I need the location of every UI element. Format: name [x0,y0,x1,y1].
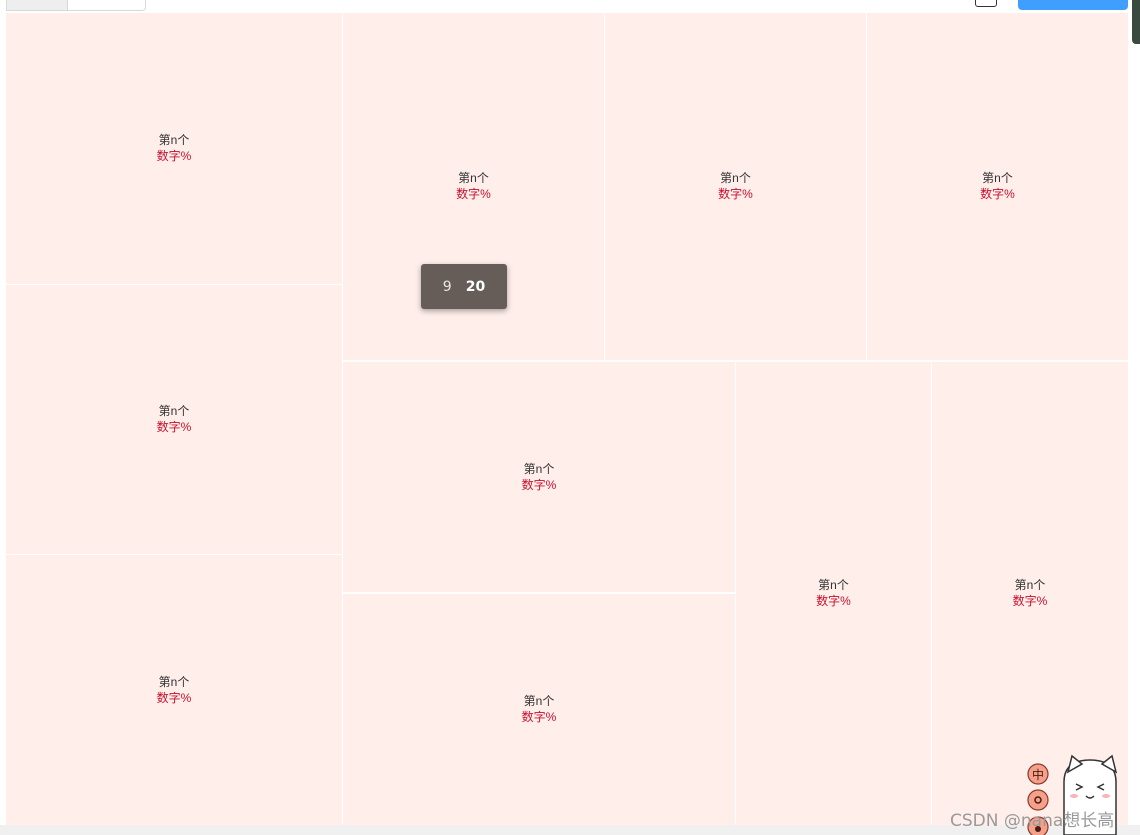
tile-value: 数字% [980,187,1015,201]
treemap-tile[interactable]: 第n个 数字% [867,13,1128,360]
top-toolbar [0,0,1140,12]
tile-value: 数字% [1012,594,1048,608]
segment-button-right[interactable] [67,0,146,11]
tile-value: 数字% [456,187,491,201]
cat-mascot-icon: 中 [1027,754,1118,835]
treemap-tile[interactable]: 第n个 数字% [6,285,342,554]
treemap-tile[interactable]: 第n个 数字% [736,362,931,825]
tile-name: 第n个 [720,171,751,185]
tile-value: 数字% [718,187,753,201]
tile-value: 数字% [156,149,192,163]
tile-name: 第n个 [523,694,555,708]
treemap-tile[interactable]: 第n个 数字% [343,594,735,825]
tile-name: 第n个 [818,578,849,592]
treemap-tile[interactable]: 第n个 数字% [6,555,342,825]
tile-name: 第n个 [1014,578,1046,592]
tile-value: 数字% [156,690,192,705]
tile-value: 数字% [156,420,192,434]
tile-name: 第n个 [458,171,489,185]
toolbar-checkbox[interactable] [975,0,997,7]
paw-icon[interactable] [1027,816,1049,835]
chinese-input-icon[interactable]: 中 [1027,763,1049,785]
treemap-tile[interactable]: 第n个 数字% [932,362,1128,825]
tile-value: 数字% [521,477,557,492]
segment-button-left[interactable] [6,0,68,11]
treemap-tile[interactable]: 第n个 数字% [605,13,866,360]
treemap-tooltip: 9 20 [421,264,507,309]
tile-value: 数字% [816,594,851,608]
treemap-tile[interactable]: 第n个 数字% [6,13,342,284]
tile-name: 第n个 [982,171,1013,185]
primary-action-button[interactable] [1018,0,1128,10]
bottom-scrollbar-track[interactable] [0,825,1140,835]
cat-face [1063,754,1118,835]
treemap-chart: 第n个 数字% 第n个 数字% 第n个 数字% 第n个 数字% 第n个 数字% … [6,13,1128,825]
watermark-text: CSDN @nana想长高 [950,811,1115,831]
tile-value: 数字% [521,710,557,724]
tile-name: 第n个 [158,133,190,147]
tooltip-left-value: 9 [442,278,452,295]
tile-name: 第n个 [158,674,190,689]
side-scroll-strip [1132,0,1140,44]
tooltip-right-value: 20 [465,278,486,295]
tile-name: 第n个 [523,461,555,476]
settings-icon[interactable] [1027,789,1049,811]
badge-text: 中 [1032,767,1044,782]
treemap-tile[interactable]: 第n个 数字% [343,362,735,592]
tile-name: 第n个 [158,404,190,418]
